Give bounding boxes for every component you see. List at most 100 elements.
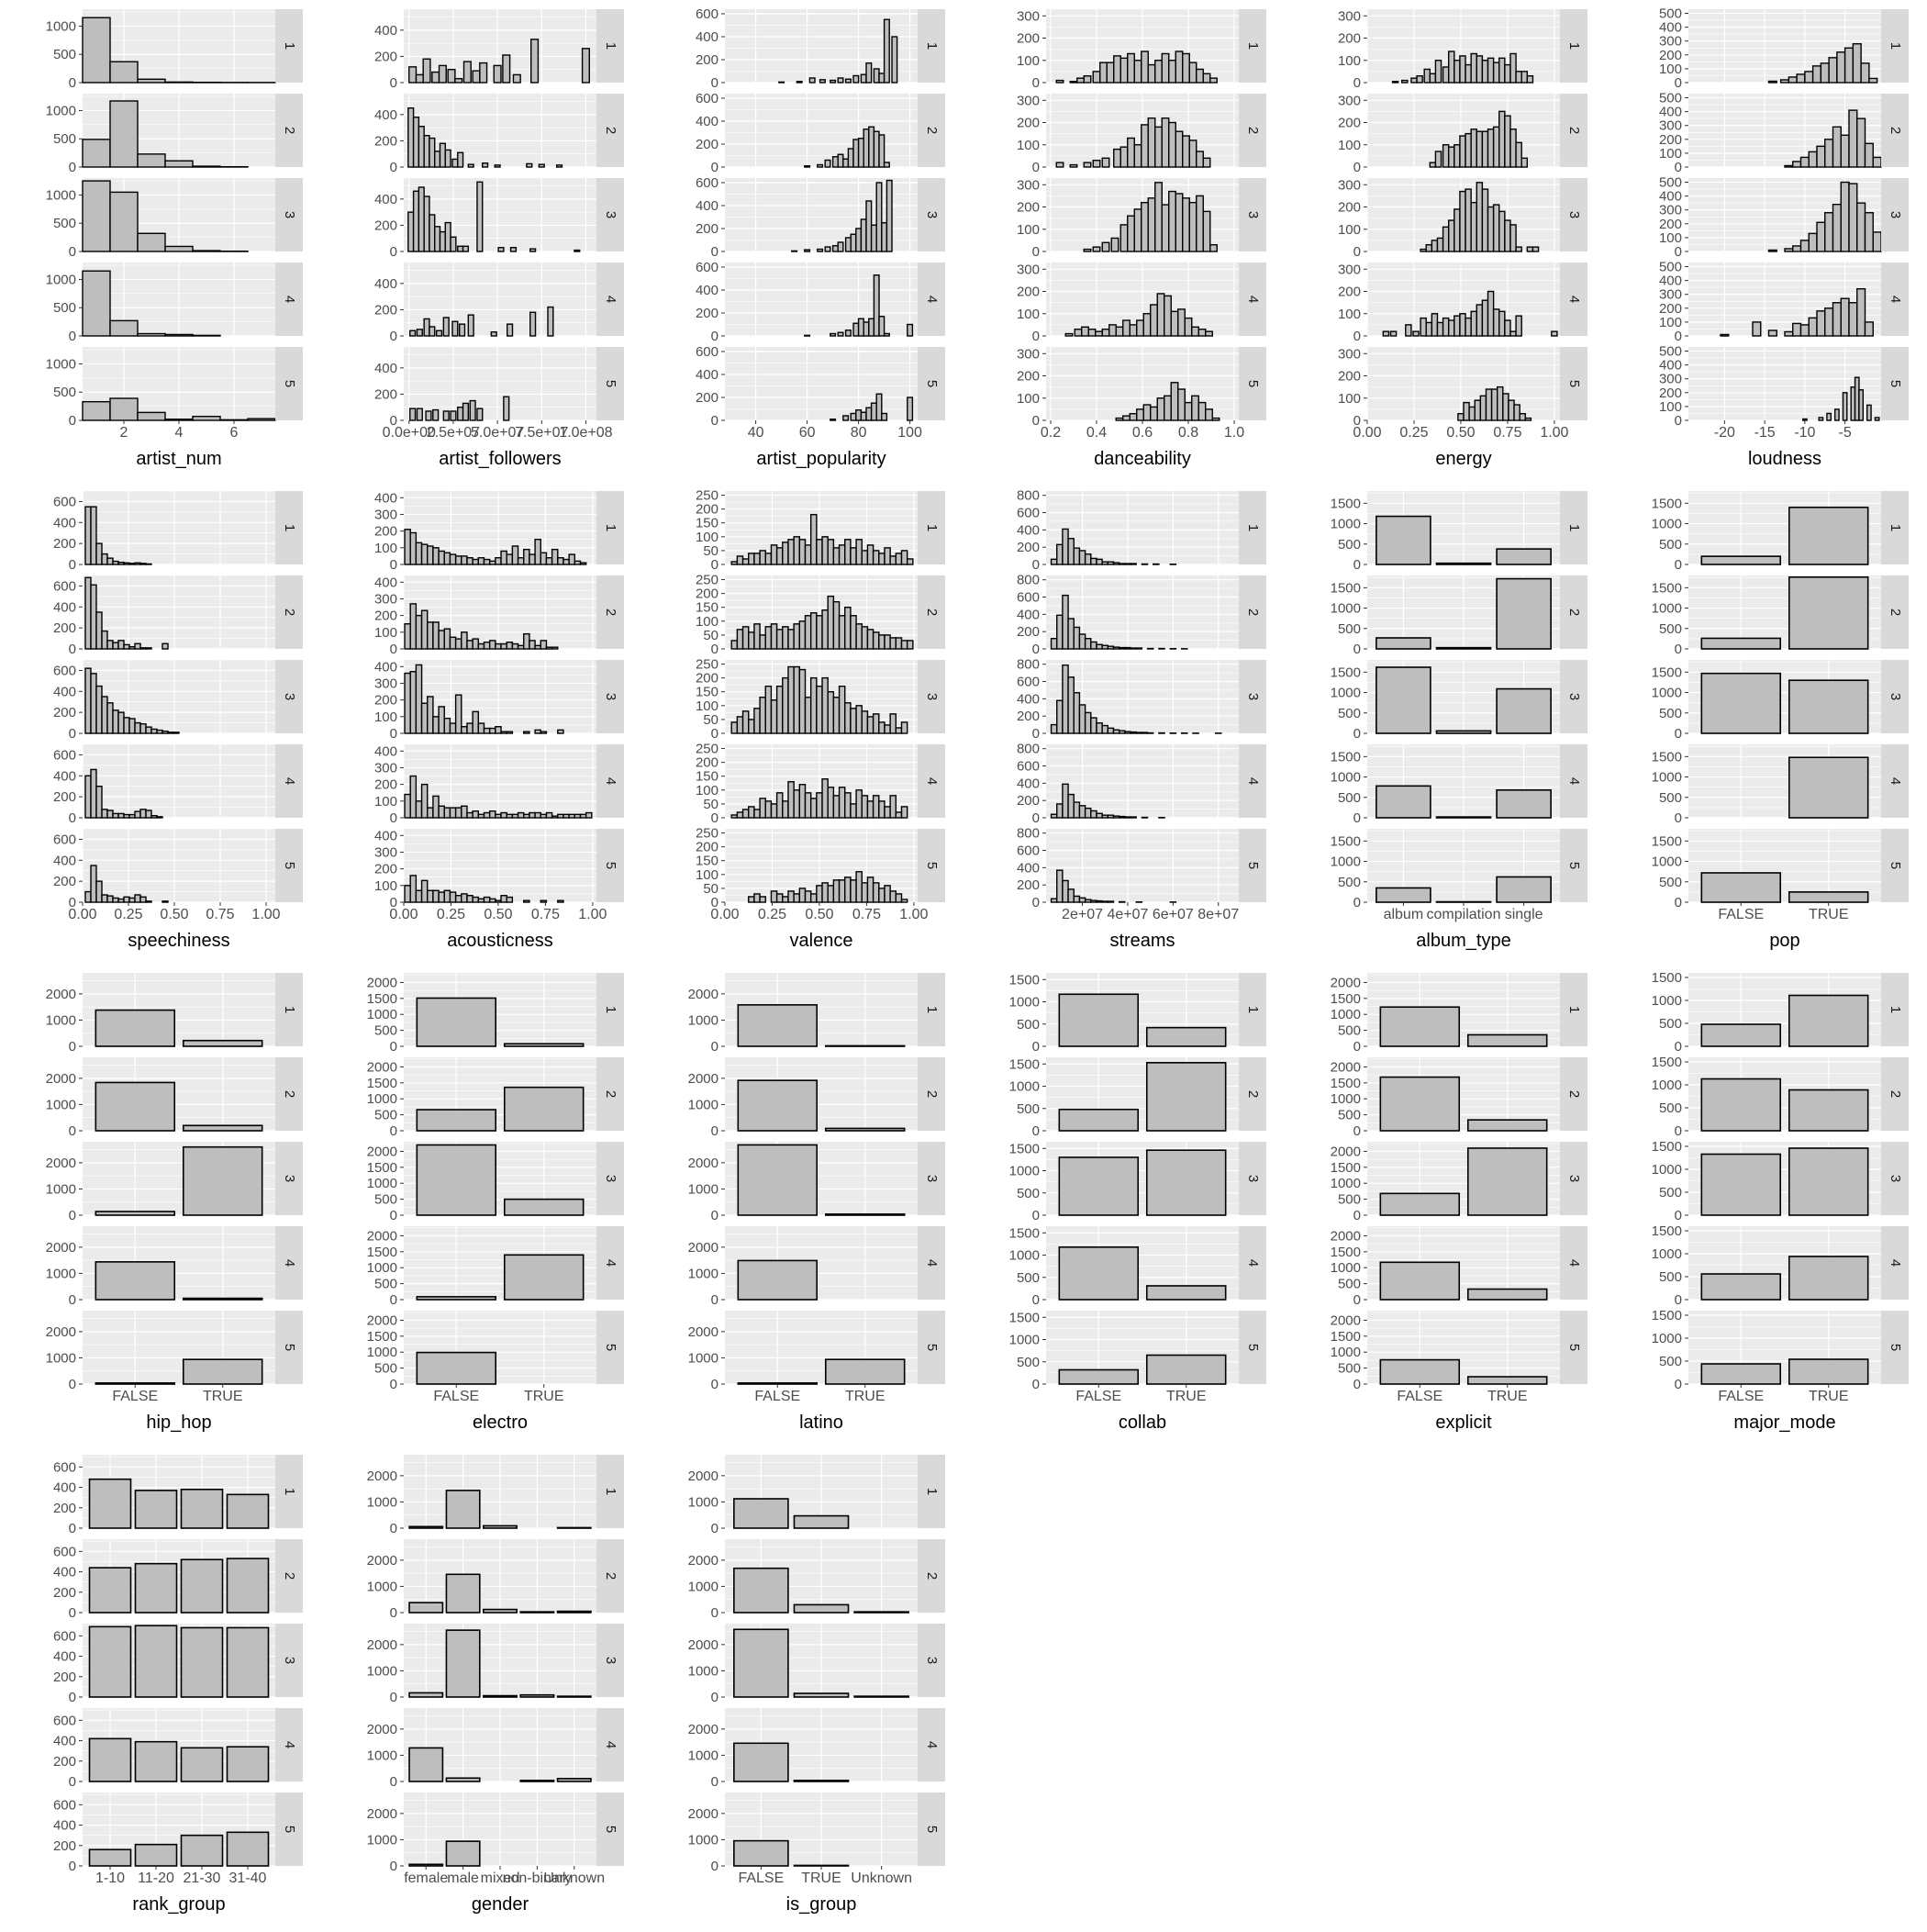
facet-label: 2 bbox=[924, 609, 940, 616]
bar-TRUE bbox=[184, 1299, 262, 1300]
histogram-bar bbox=[1102, 815, 1108, 818]
histogram-bar bbox=[760, 551, 765, 564]
x-tick-label: Unknown bbox=[851, 1871, 912, 1886]
y-tick-label: 600 bbox=[1017, 843, 1040, 859]
y-tick-label: 2000 bbox=[1331, 1312, 1361, 1328]
x-axis-title: pop bbox=[1769, 931, 1799, 951]
x-tick-label: 0.50 bbox=[805, 907, 833, 922]
chart-danceability: 0100200300101002003002010020030030100200… bbox=[1017, 8, 1266, 469]
bar-21-30 bbox=[182, 1490, 223, 1528]
histogram-bar bbox=[530, 312, 536, 336]
histogram-bar bbox=[1809, 233, 1817, 251]
x-axis-title: is_group bbox=[786, 1894, 857, 1915]
facet-label: 1 bbox=[603, 42, 618, 50]
bar-male bbox=[446, 1491, 479, 1528]
histogram-bar bbox=[451, 237, 456, 251]
histogram-bar bbox=[1520, 414, 1525, 420]
y-tick-label: 0 bbox=[711, 1774, 718, 1790]
histogram-bar bbox=[749, 807, 754, 818]
histogram-bar bbox=[1063, 529, 1068, 564]
histogram-bar bbox=[1097, 723, 1102, 733]
y-tick-label: 1000 bbox=[1652, 686, 1682, 701]
histogram-bar bbox=[1505, 320, 1510, 336]
bar-TRUE bbox=[505, 1044, 584, 1046]
y-tick-label: 500 bbox=[1659, 1185, 1682, 1201]
histogram-bar bbox=[794, 537, 799, 564]
histogram-bar bbox=[439, 806, 444, 818]
x-axis-title: hip_hop bbox=[146, 1413, 211, 1433]
y-tick-label: 800 bbox=[1017, 742, 1040, 757]
histogram-bar bbox=[879, 801, 885, 818]
y-tick-label: 0 bbox=[1032, 1377, 1040, 1392]
bar-Unknown bbox=[558, 1612, 591, 1613]
y-tick-label: 200 bbox=[1338, 285, 1361, 300]
histogram-bar bbox=[1057, 615, 1063, 649]
histogram-bar bbox=[433, 410, 439, 420]
y-tick-label: 500 bbox=[1659, 1354, 1682, 1369]
y-tick-label: 50 bbox=[703, 797, 718, 812]
y-tick-label: 200 bbox=[1017, 877, 1040, 893]
histogram-bar bbox=[405, 674, 410, 733]
bar-FALSE bbox=[738, 1005, 817, 1046]
y-tick-label: 2000 bbox=[688, 1469, 718, 1484]
y-tick-label: 0 bbox=[1675, 329, 1682, 344]
histogram-bar bbox=[754, 810, 760, 818]
histogram-bar bbox=[1086, 554, 1091, 564]
histogram-bar bbox=[872, 225, 877, 251]
histogram-bar bbox=[1131, 732, 1136, 733]
y-tick-label: 100 bbox=[1338, 391, 1361, 407]
y-tick-label: 1000 bbox=[688, 1350, 718, 1366]
bar-compilation bbox=[1436, 731, 1490, 733]
x-tick-label: 0.75 bbox=[531, 907, 560, 922]
x-tick-label: FALSE bbox=[1718, 1389, 1764, 1404]
histogram-bar bbox=[424, 196, 429, 251]
histogram-bar bbox=[1498, 387, 1503, 420]
facet-label: 5 bbox=[282, 1344, 297, 1351]
histogram-bar bbox=[410, 408, 416, 420]
histogram-bar bbox=[1137, 409, 1144, 420]
y-tick-label: 150 bbox=[696, 769, 718, 785]
histogram-bar bbox=[1843, 393, 1846, 420]
facet-label: 1 bbox=[924, 524, 940, 531]
histogram-bar bbox=[1210, 245, 1218, 251]
histogram-bar bbox=[896, 728, 901, 733]
histogram-bar bbox=[1063, 880, 1068, 902]
histogram-bar bbox=[439, 707, 444, 733]
histogram-bar bbox=[1142, 732, 1147, 733]
facet-label: 4 bbox=[603, 777, 618, 785]
y-tick-label: 0 bbox=[390, 1123, 397, 1139]
histogram-bar bbox=[405, 624, 410, 649]
y-tick-label: 200 bbox=[696, 390, 718, 406]
y-tick-label: 1000 bbox=[1652, 770, 1682, 786]
y-tick-label: 400 bbox=[53, 1565, 76, 1580]
histogram-bar bbox=[118, 899, 124, 902]
y-tick-label: 600 bbox=[1017, 759, 1040, 775]
y-tick-label: 1000 bbox=[367, 1494, 397, 1510]
histogram-bar bbox=[463, 403, 469, 420]
histogram-bar bbox=[1449, 220, 1454, 251]
histogram-bar bbox=[760, 698, 765, 733]
histogram-bar bbox=[478, 644, 484, 649]
facet-label: 4 bbox=[924, 1259, 940, 1267]
y-tick-label: 300 bbox=[1659, 118, 1682, 134]
histogram-bar bbox=[1471, 203, 1476, 251]
y-tick-label: 800 bbox=[1017, 826, 1040, 842]
histogram-bar bbox=[1162, 118, 1169, 167]
y-tick-label: 400 bbox=[696, 114, 718, 129]
bar-FALSE bbox=[1380, 1262, 1459, 1300]
facet-label: 1 bbox=[1566, 1006, 1582, 1013]
y-tick-label: 500 bbox=[1338, 1361, 1361, 1377]
histogram-bar bbox=[563, 814, 569, 818]
y-tick-label: 500 bbox=[1659, 621, 1682, 637]
histogram-bar bbox=[439, 631, 444, 649]
histogram-bar bbox=[422, 703, 428, 733]
histogram-bar bbox=[1093, 72, 1100, 83]
histogram-bar bbox=[1171, 311, 1178, 336]
facet-label: 4 bbox=[282, 1741, 297, 1748]
histogram-bar bbox=[1837, 52, 1845, 83]
histogram-bar bbox=[1505, 65, 1510, 83]
